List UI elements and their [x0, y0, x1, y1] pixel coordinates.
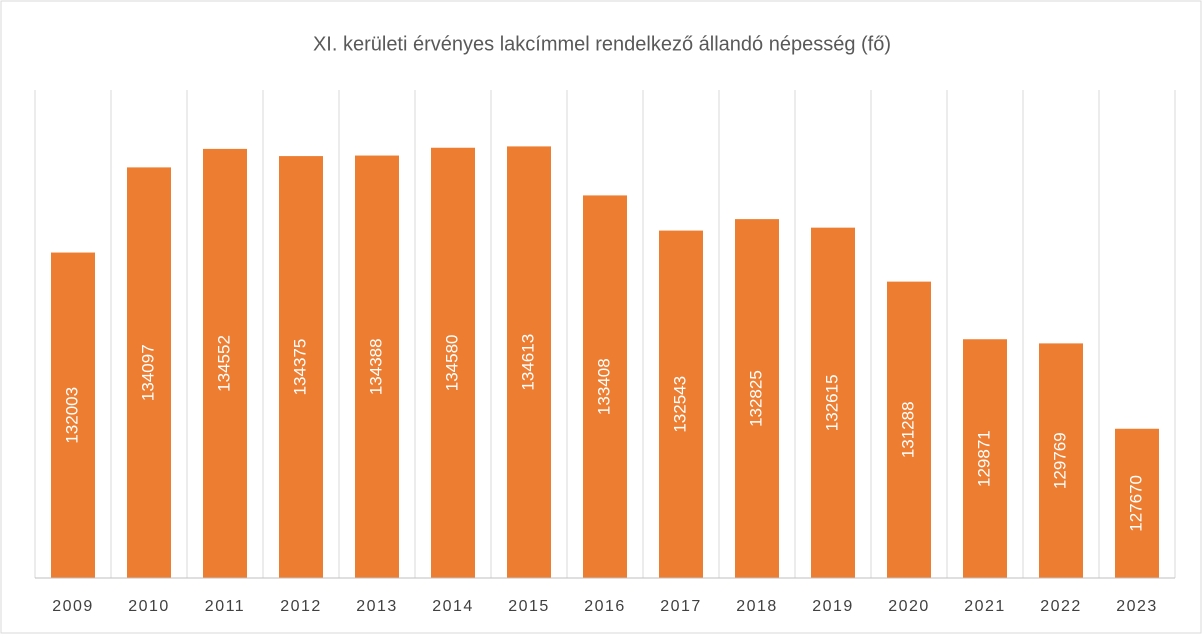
x-tick-label: 2020	[888, 598, 930, 615]
x-tick-label: 2011	[205, 598, 245, 615]
x-tick-label: 2016	[584, 598, 626, 615]
x-tick-label: 2012	[280, 598, 322, 615]
x-tick-label: 2009	[52, 598, 94, 615]
bar	[203, 148, 247, 579]
data-label: 134375	[290, 339, 309, 396]
x-tick-label: 2021	[964, 598, 1006, 615]
x-tick-label: 2015	[508, 598, 550, 615]
bar	[279, 156, 323, 579]
data-label: 134552	[214, 335, 233, 392]
chart-title: XI. kerületi érvényes lakcímmel rendelke…	[313, 33, 891, 55]
bar	[659, 230, 703, 579]
data-label: 134097	[138, 344, 157, 401]
x-tick-label: 2013	[356, 598, 398, 615]
bar	[127, 167, 171, 578]
data-label: 134580	[442, 335, 461, 392]
bar	[735, 219, 779, 578]
bar	[583, 195, 627, 578]
data-label: 132003	[62, 387, 81, 444]
x-tick-label: 2019	[812, 598, 854, 615]
bar	[811, 227, 855, 578]
x-tick-label: 2018	[736, 598, 778, 615]
bar	[963, 339, 1007, 578]
bar	[1115, 428, 1159, 578]
data-label: 134613	[518, 334, 537, 391]
bar	[507, 146, 551, 578]
data-label: 127670	[1126, 475, 1145, 532]
x-tick-label: 2014	[432, 598, 474, 615]
x-tick-label: 2010	[128, 598, 170, 615]
data-label: 132543	[670, 376, 689, 433]
bar	[431, 147, 475, 578]
x-tick-label: 2023	[1116, 598, 1158, 615]
data-label: 131288	[898, 401, 917, 458]
data-label: 132825	[746, 370, 765, 427]
data-label: 134388	[366, 338, 385, 395]
x-tick-label: 2017	[660, 598, 702, 615]
data-label: 129871	[974, 430, 993, 487]
bar	[355, 155, 399, 578]
x-tick-label: 2022	[1040, 598, 1082, 615]
data-label: 129769	[1050, 432, 1069, 489]
data-label: 132615	[822, 374, 841, 431]
bar	[887, 281, 931, 578]
bar	[1039, 343, 1083, 578]
data-label: 133408	[594, 358, 613, 415]
bar	[51, 252, 95, 578]
